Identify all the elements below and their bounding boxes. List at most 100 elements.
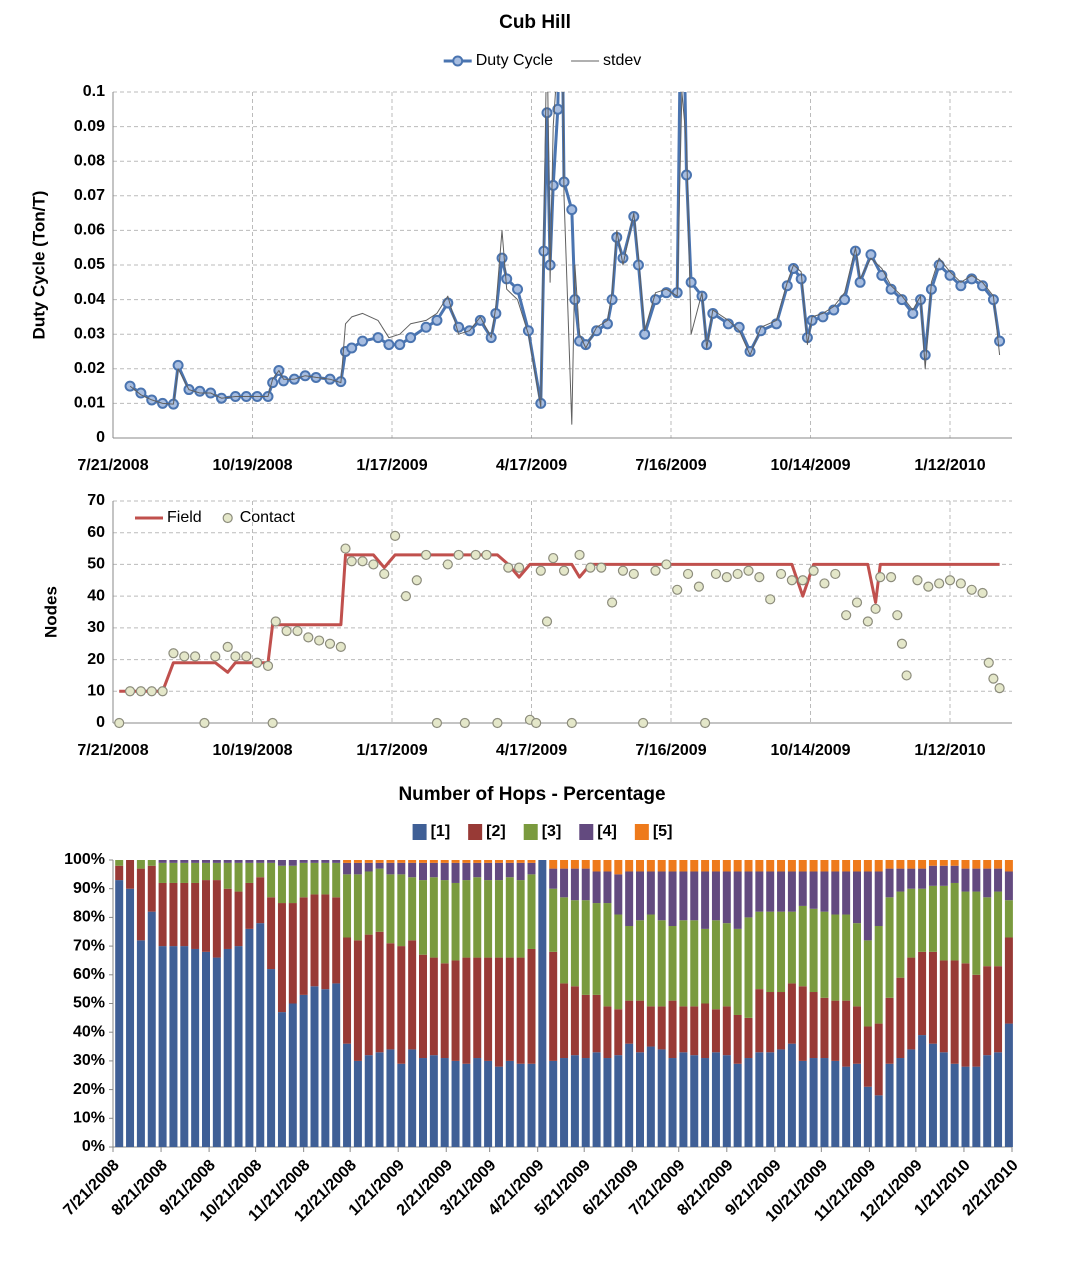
y-tick-label: 20% bbox=[73, 1081, 105, 1098]
bar-segment bbox=[277, 860, 286, 866]
bar-segment bbox=[419, 954, 427, 1059]
scatter-point bbox=[672, 584, 683, 595]
bar-segment bbox=[180, 860, 189, 863]
bar-segment bbox=[657, 920, 666, 1007]
bar-segment bbox=[191, 882, 200, 949]
legend-label: Contact bbox=[240, 509, 296, 526]
bar-segment bbox=[863, 940, 872, 1027]
bar-segment bbox=[408, 877, 417, 941]
bar-segment bbox=[625, 926, 634, 1001]
bar-segment bbox=[907, 860, 916, 869]
bar-segment bbox=[896, 860, 905, 869]
bar-segment bbox=[516, 860, 525, 863]
y-tick-label: 40 bbox=[87, 587, 105, 604]
bar-segment bbox=[950, 1063, 959, 1147]
bar-segment bbox=[408, 940, 417, 1050]
scatter-point bbox=[977, 587, 988, 599]
scatter-point bbox=[492, 717, 503, 729]
scatter-point bbox=[168, 648, 179, 659]
bar-segment bbox=[983, 966, 992, 1056]
scatter-point bbox=[535, 565, 546, 576]
bar-segment bbox=[679, 1052, 688, 1147]
scatter-point bbox=[252, 657, 263, 668]
x-tick-label: 10/14/2009 bbox=[770, 457, 850, 474]
bar-segment bbox=[690, 871, 699, 921]
bar-segment bbox=[918, 868, 927, 889]
bar-segment bbox=[636, 871, 644, 921]
scatter-point bbox=[346, 556, 357, 567]
bar-segment bbox=[636, 1000, 644, 1053]
scatter-point bbox=[470, 549, 481, 561]
bar-segment bbox=[874, 926, 883, 1024]
legend-swatch bbox=[579, 824, 594, 840]
bar-segment bbox=[419, 862, 427, 881]
bar-segment bbox=[234, 891, 243, 947]
bar-segment bbox=[288, 903, 297, 1004]
bar-segment bbox=[440, 1058, 449, 1147]
line-marker bbox=[955, 280, 967, 292]
scatter-point bbox=[901, 670, 912, 681]
bar-segment bbox=[527, 1063, 536, 1147]
bar-segment bbox=[961, 963, 970, 1067]
bar-segment bbox=[777, 992, 786, 1050]
bar-segment bbox=[169, 882, 178, 947]
bar-segment bbox=[169, 862, 178, 883]
bar-segment bbox=[397, 1063, 406, 1147]
bar-segment bbox=[874, 871, 883, 927]
bar-segment bbox=[603, 860, 612, 872]
bar-segment bbox=[853, 860, 861, 872]
bar-segment bbox=[657, 860, 666, 872]
bar-segment bbox=[766, 871, 775, 912]
bar-segment bbox=[549, 1060, 558, 1147]
scatter-point bbox=[541, 616, 553, 627]
bar-segment bbox=[353, 874, 362, 941]
bar-segment bbox=[169, 860, 178, 863]
bar-segment bbox=[690, 920, 699, 1007]
y-tick-label: 0.01 bbox=[74, 395, 105, 412]
bar-segment bbox=[126, 888, 135, 1147]
y-tick-label: 40% bbox=[73, 1023, 105, 1040]
y-tick-label: 0 bbox=[96, 714, 105, 731]
bar-segment bbox=[277, 903, 286, 1013]
bar-segment bbox=[223, 862, 232, 889]
bar-segment bbox=[842, 914, 851, 1001]
bar-segment bbox=[353, 862, 362, 875]
bar-segment bbox=[972, 1066, 981, 1147]
bar-segment bbox=[202, 862, 210, 881]
scatter-point bbox=[179, 651, 190, 662]
bar-segment bbox=[527, 874, 536, 949]
bar-segment bbox=[180, 882, 189, 947]
bar-segment bbox=[842, 871, 851, 915]
scatter-point bbox=[267, 717, 278, 729]
bar-segment bbox=[994, 860, 1003, 869]
scatter-point bbox=[558, 565, 570, 576]
line-marker bbox=[541, 107, 553, 119]
bar-segment bbox=[386, 1049, 395, 1147]
bar-segment bbox=[625, 1000, 634, 1044]
bar-segment bbox=[299, 994, 308, 1147]
scatter-point bbox=[819, 578, 830, 589]
bar-segment bbox=[690, 1006, 699, 1056]
scatter-point bbox=[966, 584, 977, 595]
bar-segment bbox=[505, 1060, 514, 1147]
legend-swatch bbox=[468, 824, 483, 840]
bar-segment bbox=[842, 1066, 851, 1147]
legend-label: [1] bbox=[431, 823, 451, 840]
bar-segment bbox=[939, 885, 948, 961]
bar-segment bbox=[896, 891, 905, 978]
bar-segment bbox=[907, 868, 916, 889]
line-marker bbox=[194, 385, 206, 397]
bar-segment bbox=[1004, 1023, 1013, 1147]
bar-segment bbox=[223, 860, 232, 863]
bar-segment bbox=[581, 860, 590, 869]
x-tick-label: 1/17/2009 bbox=[356, 742, 427, 759]
y-tick-label: 10 bbox=[87, 683, 105, 700]
bar-segment bbox=[907, 888, 916, 958]
bar-segment bbox=[950, 960, 959, 1064]
scatter-point bbox=[870, 603, 881, 614]
x-tick-label: 7/16/2009 bbox=[635, 742, 706, 759]
bar-segment bbox=[473, 862, 482, 878]
bar-segment bbox=[711, 1052, 720, 1147]
scatter-point bbox=[303, 632, 314, 643]
x-tick-label: 7/16/2009 bbox=[635, 457, 706, 474]
